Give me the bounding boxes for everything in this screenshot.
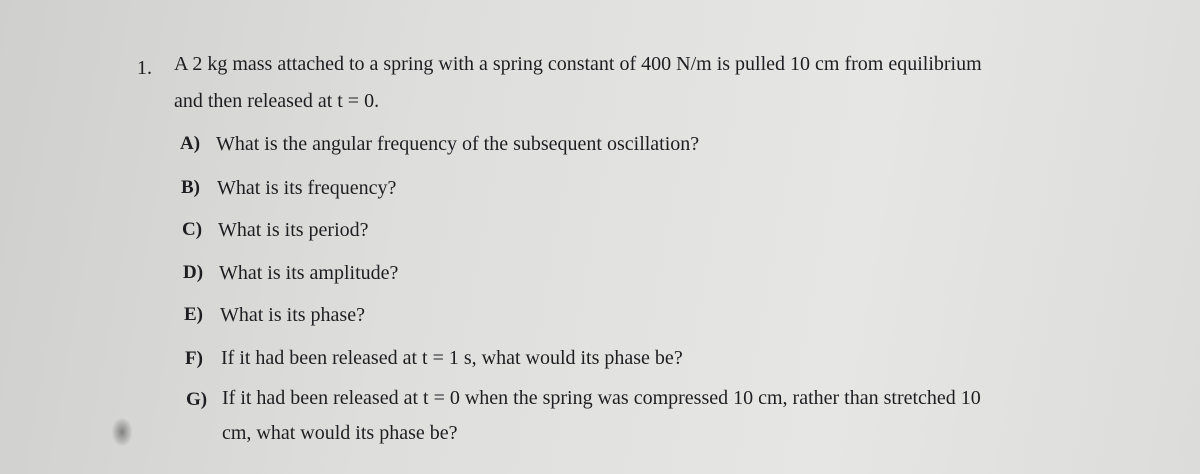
shadow-blob [112,418,132,446]
problem-text-line: and then released at t = 0. [174,90,380,112]
problem-text-line: A 2 kg mass attached to a spring with a … [174,53,982,75]
part-text: What is its period? [218,219,369,241]
part-text: If it had been released at t = 0 when th… [222,387,981,409]
part-text: If it had been released at t = 1 s, what… [221,347,683,369]
part-label: C) [182,219,203,240]
part-label: F) [185,348,203,369]
part-text: What is its amplitude? [219,262,399,284]
part-text: What is its frequency? [217,177,397,199]
part-label: A) [180,133,201,154]
part-text: What is the angular frequency of the sub… [216,133,700,155]
part-text: cm, what would its phase be? [222,422,458,444]
part-label: G) [186,389,208,410]
part-label: E) [184,304,203,325]
part-label: D) [183,262,204,283]
problem-number: 1. [137,57,152,79]
part-text: What is its phase? [220,304,365,326]
part-label: B) [181,177,200,198]
